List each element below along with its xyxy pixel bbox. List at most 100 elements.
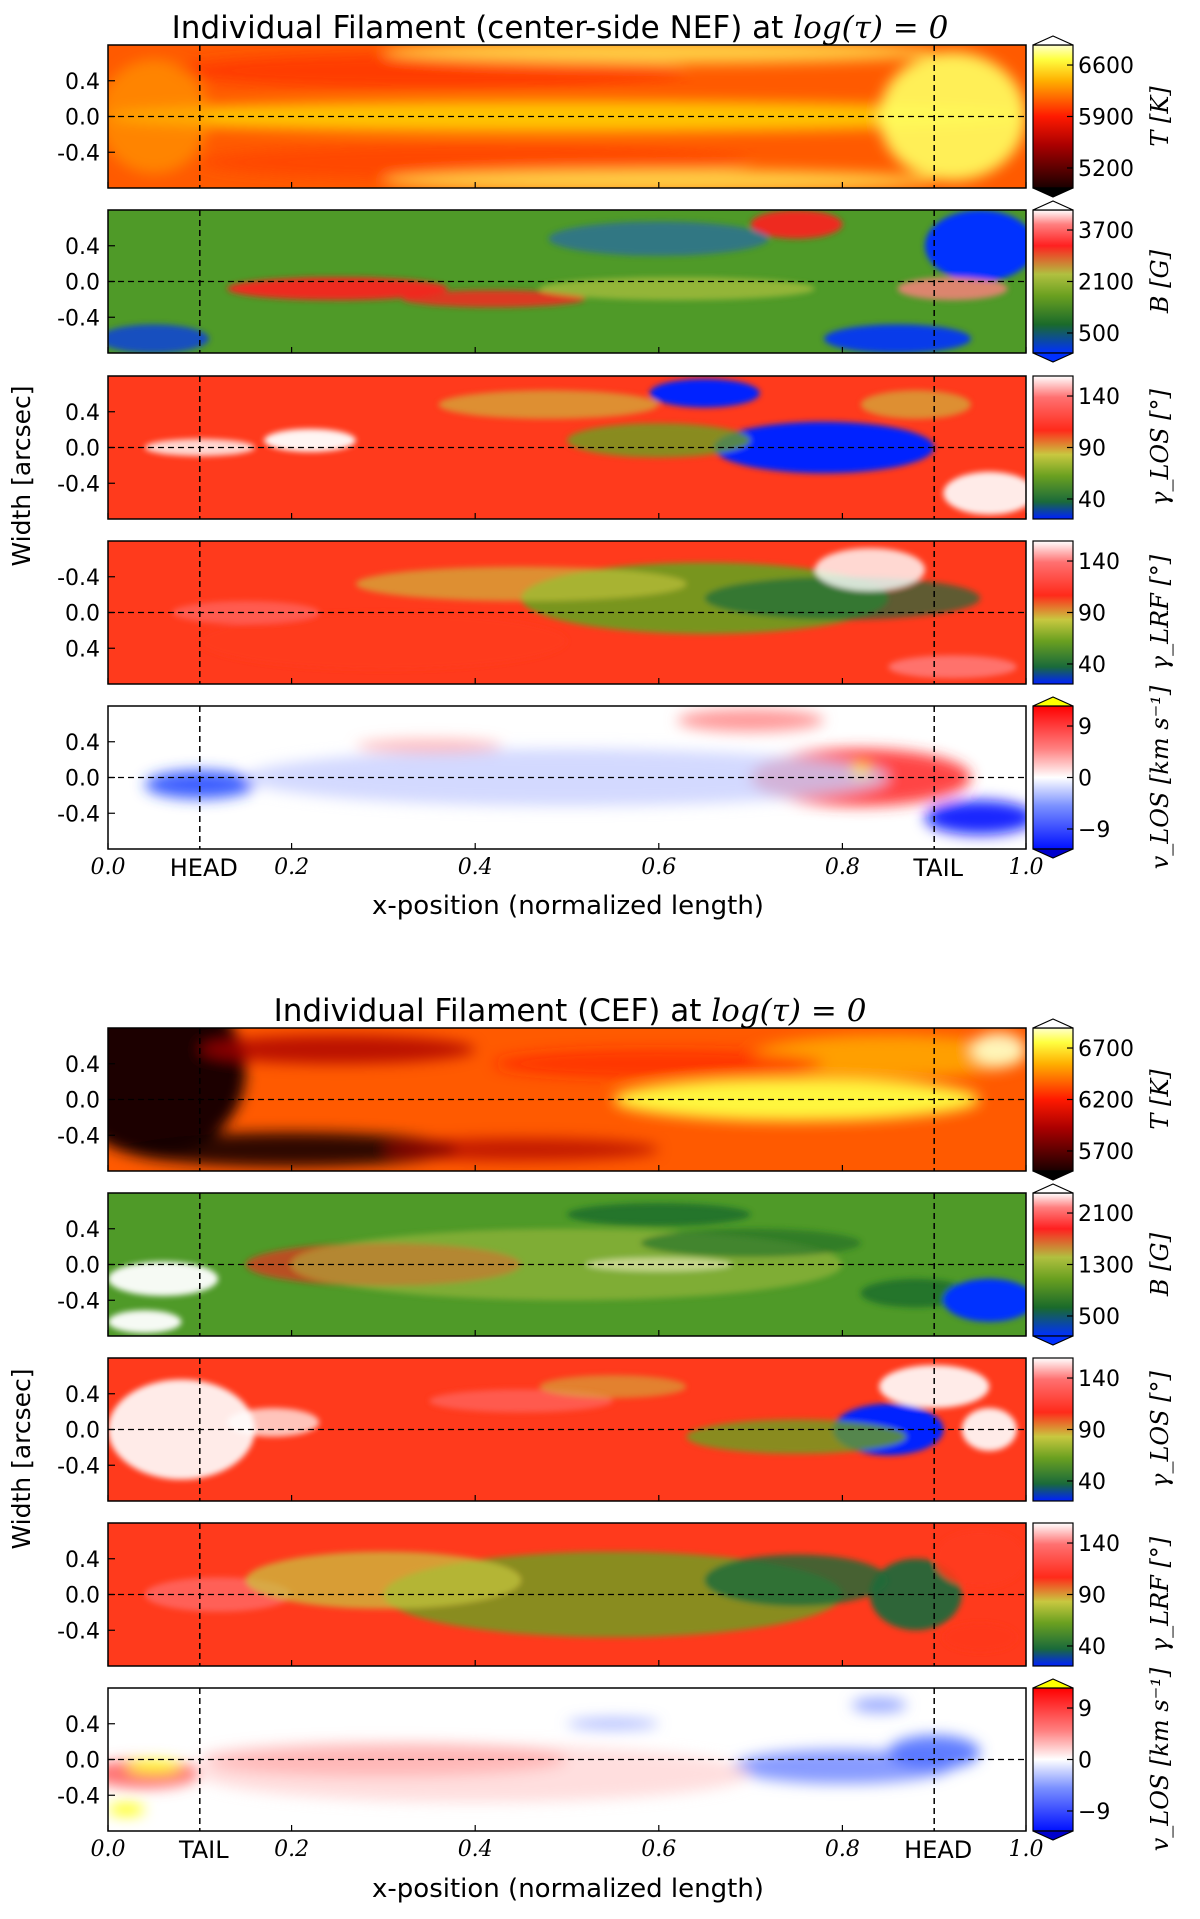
colorbar-extend-bottom	[1032, 187, 1074, 198]
colorbar-tick-label: 90	[1078, 1584, 1106, 1609]
colorbar-tick-label: 9	[1078, 1697, 1092, 1722]
heatmap-feature	[925, 210, 1026, 282]
colorbar-label: γ_LOS [°]	[1146, 388, 1174, 505]
y-tick-label: -0.4	[57, 1124, 100, 1149]
heatmap-feature	[943, 1623, 1017, 1652]
x-tick-label: 0.8	[825, 855, 860, 880]
heatmap-feature	[925, 800, 1026, 835]
colorbar-tick-label: 90	[1078, 437, 1106, 462]
heatmap-feature	[750, 1035, 1026, 1079]
heatmap-feature	[814, 548, 926, 592]
y-axis-label: Width [arcsec]	[7, 1368, 36, 1549]
colorbar-label: T [K]	[1146, 1069, 1174, 1130]
figure-2: Individual Filament (CEF) at log(τ) = 0 W…	[7, 993, 1174, 1904]
colorbar-tick-label: 40	[1078, 488, 1106, 513]
y-tick-label: 0.4	[65, 235, 100, 260]
y-tick-label: 0.4	[65, 70, 100, 95]
marker-label-head: HEAD	[170, 854, 238, 882]
heatmap-feature	[567, 1203, 751, 1226]
heatmap-feature	[493, 1049, 825, 1079]
colorbar-gradient	[1032, 375, 1074, 520]
x-tick-label: 0.6	[641, 855, 676, 880]
marker-label-head: HEAD	[904, 1836, 972, 1864]
colorbar-label: γ_LRF [°]	[1146, 554, 1174, 670]
colorbar-extend-bottom	[1032, 1335, 1074, 1346]
heatmap-feature	[851, 1698, 907, 1713]
y-tick-label: 0.0	[65, 1254, 100, 1279]
heatmap-feature	[199, 612, 567, 670]
y-tick-label: 0.0	[65, 271, 100, 296]
colorbar: 140 90 40 γ_LOS [°]	[1032, 375, 1174, 520]
heatmap-feature	[612, 1078, 981, 1121]
heatmap-feature	[539, 1375, 687, 1399]
heatmap-feature	[245, 1551, 522, 1609]
y-tick-label: 0.4	[65, 1548, 100, 1573]
panel-4: 0.4 0.0 -0.4 140 90 40 γ_LRF [°]	[57, 1522, 1174, 1667]
heatmap-feature	[879, 1365, 990, 1409]
x-tick-label: 1.0	[1009, 855, 1044, 880]
colorbar: 2100 1300 500 B [G]	[1032, 1183, 1174, 1346]
heatmap-feature	[934, 1530, 1026, 1588]
panel-1: 0.4 0.0 -0.4 6700 6200 5700 T [K]	[57, 1018, 1174, 1181]
heatmap-feature	[640, 1228, 861, 1258]
heatmap-feature	[567, 1718, 659, 1730]
heatmap-feature	[355, 566, 687, 602]
heatmap-feature	[888, 655, 1017, 679]
colorbar-label: v_LOS [km s⁻¹]	[1146, 1667, 1174, 1851]
heatmap-feature	[383, 45, 935, 64]
heatmap-feature	[970, 1032, 1026, 1067]
figure-title-text: Individual Filament (center-side NEF) at	[172, 10, 794, 46]
x-axis-label: x-position (normalized length)	[372, 891, 764, 921]
heatmap-feature	[245, 748, 889, 807]
panel-5: 0.4 0.0 -0.4 9 0 −9 v_LOS [km s⁻¹]	[57, 1667, 1174, 1851]
y-tick-label: -0.4	[57, 1619, 100, 1644]
colorbar-extend-top	[1032, 35, 1074, 46]
colorbar-extend-top	[1032, 1183, 1074, 1194]
heatmap-feature	[686, 1419, 907, 1454]
heatmap-feature	[126, 1132, 457, 1167]
heatmap-feature	[649, 378, 760, 408]
figure-1: Individual Filament (center-side NEF) at…	[7, 10, 1174, 921]
figure-title-math: log(τ) = 0	[793, 10, 948, 46]
heatmap-feature	[227, 1408, 320, 1437]
heatmap-feature	[199, 1035, 476, 1064]
marker-label-tail: TAIL	[178, 1836, 229, 1864]
y-tick-label: 0.4	[65, 401, 100, 426]
x-tick-label: 0.8	[825, 1837, 860, 1862]
y-tick-label: 0.0	[65, 437, 100, 462]
colorbar: 6700 6200 5700 T [K]	[1032, 1018, 1174, 1181]
heatmap-feature	[227, 277, 448, 301]
heatmap-feature	[943, 471, 1026, 515]
heatmap-feature	[860, 390, 971, 419]
x-axis: 0.0 0.2 0.4 0.6 0.8 1.0 HEAD TAIL x-position (no…	[91, 854, 1044, 921]
colorbar-tick-label: 140	[1078, 550, 1120, 575]
y-tick-label: 0.0	[65, 1419, 100, 1444]
figure-title: Individual Filament (CEF) at log(τ) = 0	[274, 993, 867, 1029]
colorbar-tick-label: 500	[1078, 322, 1120, 347]
colorbar-tick-label: 6700	[1078, 1037, 1134, 1062]
heatmap-feature	[750, 210, 843, 239]
colorbar-tick-label: 140	[1078, 1532, 1120, 1557]
heatmap-feature	[355, 738, 503, 754]
colorbar-tick-label: 40	[1078, 653, 1106, 678]
colorbar-label: γ_LOS [°]	[1146, 1370, 1174, 1487]
colorbar-tick-label: 9	[1078, 715, 1092, 740]
figure-title-math: log(τ) = 0	[711, 993, 866, 1029]
colorbar-tick-label: 500	[1078, 1305, 1120, 1330]
colorbar-label: v_LOS [km s⁻¹]	[1146, 685, 1174, 869]
y-tick-label: 0.0	[65, 767, 100, 792]
heatmap-feature	[126, 1760, 182, 1773]
x-tick-label: 0.4	[458, 1837, 493, 1862]
y-tick-label: -0.4	[57, 1289, 100, 1314]
heatmap-feature	[567, 423, 751, 458]
heatmap	[108, 45, 1026, 188]
y-tick-label: 0.4	[65, 1053, 100, 1078]
panel-3: 0.4 0.0 -0.4 140 90 40 γ_LOS [°]	[57, 1357, 1174, 1502]
colorbar-tick-label: 1300	[1078, 1254, 1134, 1279]
heatmap-feature	[144, 770, 255, 799]
heatmap-feature	[108, 1261, 219, 1296]
colorbar-tick-label: 2100	[1078, 1202, 1134, 1227]
colorbar-tick-label: 40	[1078, 1470, 1106, 1495]
y-tick-label: -0.4	[57, 1454, 100, 1479]
heatmap-feature	[548, 221, 769, 256]
